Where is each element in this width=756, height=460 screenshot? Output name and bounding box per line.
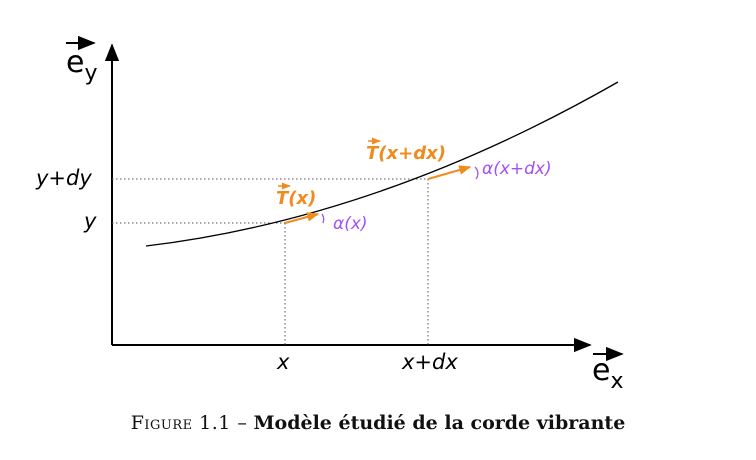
tick-label-y: y (83, 209, 97, 233)
y-axis-label: ey (66, 35, 98, 86)
angle-label-x-dx: α(x+dx) (482, 159, 552, 179)
svg-text:ex: ex (592, 353, 624, 394)
angle-label-x: α(x) (333, 214, 368, 234)
figure-caption: Figure 1.1 – Modèle étudié de la corde v… (0, 412, 756, 434)
tension-label-x-dx: T(x+dx) (366, 137, 446, 164)
angle-arc-x (321, 213, 325, 224)
tension-vector-x-dx (427, 165, 472, 180)
string-diagram: ey ex y+dy y x x+dx T(x) T(x+dx) α(x) α(… (35, 35, 624, 394)
tick-label-x-dx: x+dx (401, 350, 458, 374)
svg-text:ey: ey (66, 45, 98, 86)
caption-prefix: Figure 1.1 – (130, 412, 248, 434)
svg-text:T(x+dx): T(x+dx) (366, 143, 446, 164)
caption-title: Modèle étudié de la corde vibrante (253, 412, 626, 434)
tick-label-y-dy: y+dy (35, 166, 92, 190)
tension-label-x: T(x) (276, 182, 316, 209)
angle-arc-x-dx (474, 166, 479, 180)
string-curve (145, 81, 619, 247)
tick-label-x: x (276, 350, 290, 374)
tension-vector-x (284, 212, 320, 224)
svg-text:T(x): T(x) (276, 188, 316, 209)
x-axis-label: ex (592, 346, 624, 394)
